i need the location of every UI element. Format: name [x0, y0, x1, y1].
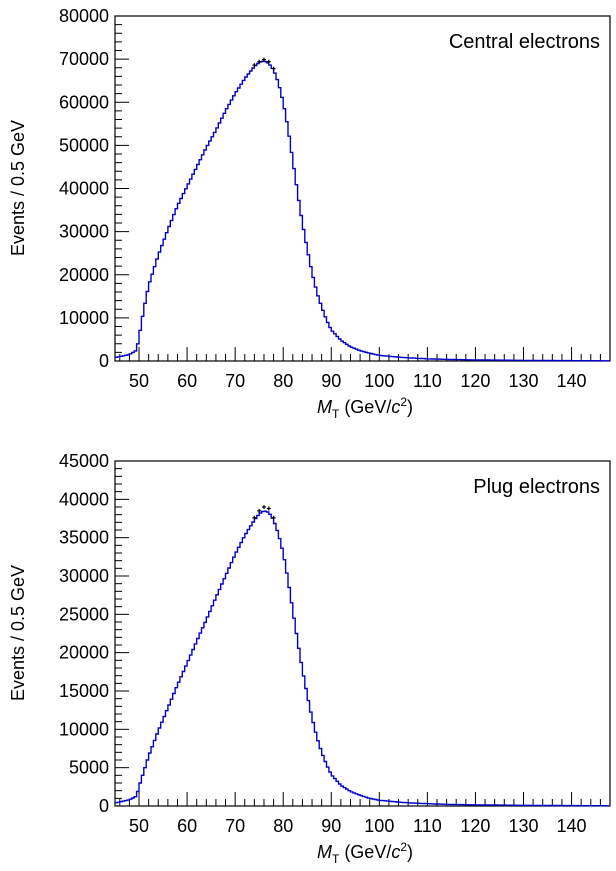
- y-tick-label: 0: [99, 351, 109, 371]
- x-axis-unit-c: c: [391, 397, 400, 417]
- x-axis-unit-pre: (GeV/: [339, 397, 391, 417]
- x-tick-label: 70: [225, 371, 245, 391]
- x-tick-label: 140: [557, 371, 587, 391]
- x-tick-label: 130: [508, 371, 538, 391]
- x-tick-label: 50: [129, 371, 149, 391]
- y-tick-label: 45000: [59, 451, 109, 471]
- x-tick-label: 120: [460, 816, 490, 836]
- histogram-line: [115, 510, 610, 807]
- x-tick-label: 120: [460, 371, 490, 391]
- x-tick-label: 50: [129, 816, 149, 836]
- x-axis-unit-sup: 2: [400, 395, 407, 409]
- x-tick-label: 110: [413, 371, 442, 391]
- y-axis-title: Events / 0.5 GeV: [8, 120, 28, 256]
- series-layer: [115, 57, 610, 362]
- y-tick-label: 60000: [59, 92, 109, 112]
- panel-label: Central electrons: [449, 31, 600, 53]
- x-tick-labels: 50 60 70 80 90 100 110 120 130 140: [129, 371, 587, 391]
- plot-frame: [114, 460, 611, 807]
- y-tick-label: 50000: [59, 135, 109, 155]
- y-tick-label: 20000: [59, 265, 109, 285]
- y-tick-label: 15000: [59, 681, 109, 701]
- panel-plug-electrons: 50 60 70 80 90 100 110 120 130 140 0 5000 10000 1500…: [8, 451, 611, 866]
- y-tick-label: 25000: [59, 604, 109, 624]
- x-tick-label: 110: [413, 816, 442, 836]
- y-tick-label: 20000: [59, 643, 109, 663]
- y-tick-label: 80000: [59, 6, 109, 26]
- x-tick-label: 80: [273, 816, 293, 836]
- histogram-line: [115, 60, 610, 362]
- y-tick-label: 10000: [59, 719, 109, 739]
- plot-frame: [114, 15, 611, 362]
- series-layer: [115, 505, 610, 807]
- x-axis-symbol: M: [317, 842, 332, 862]
- y-tick-label: 30000: [59, 566, 109, 586]
- y-tick-label: 0: [99, 796, 109, 816]
- x-tick-label: 100: [364, 816, 394, 836]
- x-tick-label: 80: [273, 371, 293, 391]
- y-tick-labels: 0 10000 20000 30000 40000 50000 60000 70000 8000…: [59, 6, 109, 371]
- x-axis-unit-post: ): [407, 397, 413, 417]
- x-axis-symbol: M: [317, 397, 332, 417]
- x-tick-label: 140: [557, 816, 587, 836]
- y-tick-label: 5000: [69, 758, 109, 778]
- x-axis-title: MT (GeV/c2): [317, 395, 413, 421]
- x-tick-label: 100: [364, 371, 394, 391]
- panel-label: Plug electrons: [473, 476, 600, 498]
- x-tick-label: 60: [177, 371, 197, 391]
- x-axis-unit-pre: (GeV/: [339, 842, 391, 862]
- x-axis-unit-sup: 2: [400, 840, 407, 854]
- x-axis-title: MT (GeV/c2): [317, 840, 413, 866]
- x-axis-subscript: T: [332, 407, 340, 421]
- x-tick-labels: 50 60 70 80 90 100 110 120 130 140: [129, 816, 587, 836]
- y-tick-label: 70000: [59, 49, 109, 69]
- y-tick-label: 35000: [59, 528, 109, 548]
- x-tick-label: 70: [225, 816, 245, 836]
- y-tick-label: 10000: [59, 308, 109, 328]
- x-axis-unit-c: c: [391, 842, 400, 862]
- x-axis-unit-post: ): [407, 842, 413, 862]
- y-axis-title: Events / 0.5 GeV: [8, 565, 28, 701]
- y-tick-label: 30000: [59, 222, 109, 242]
- panel-central-electrons: 50 60 70 80 90 100 110 120 130 140 0 10000 20000 300…: [8, 6, 611, 421]
- x-tick-label: 60: [177, 816, 197, 836]
- axis-ticks: [115, 15, 611, 362]
- axis-ticks: [115, 460, 611, 807]
- x-tick-label: 90: [321, 816, 341, 836]
- x-axis-subscript: T: [332, 852, 340, 866]
- x-tick-label: 90: [321, 371, 341, 391]
- y-tick-label: 40000: [59, 179, 109, 199]
- y-tick-label: 40000: [59, 489, 109, 509]
- x-tick-label: 130: [508, 816, 538, 836]
- y-tick-labels: 0 5000 10000 15000 20000 25000 30000 35000 40000…: [59, 451, 109, 816]
